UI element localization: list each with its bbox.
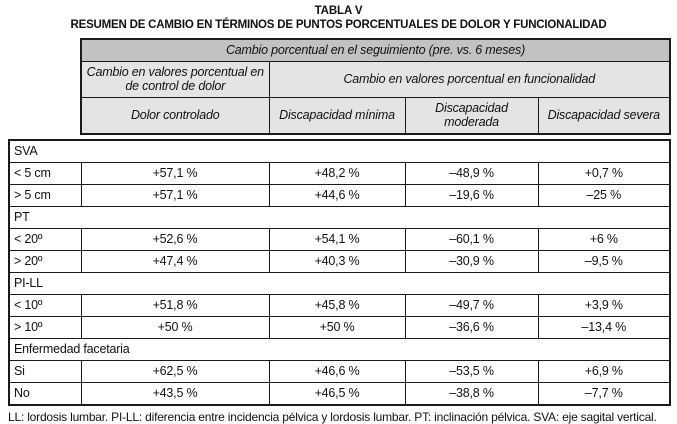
group-header-pain: Cambio en valores porcentual en de contr… <box>80 60 270 98</box>
section-label: SVA <box>8 139 671 163</box>
value-cell: +45,8 % <box>268 293 406 317</box>
row-label: > 10º <box>8 315 82 339</box>
value-cell: +6 % <box>537 227 671 251</box>
group-header-row: Cambio en valores porcentual en de contr… <box>80 60 671 98</box>
column-header-discapacidad-severa: Discapacidad severa <box>537 96 671 135</box>
group-header-function: Cambio en valores porcentual en funciona… <box>268 60 671 98</box>
column-header-dolor-controlado: Dolor controlado <box>80 96 270 135</box>
value-cell: –19,6 % <box>404 183 539 207</box>
value-cell: –36,6 % <box>404 315 539 339</box>
value-cell: –13,4 % <box>537 315 671 339</box>
row-label: < 10º <box>8 293 82 317</box>
table-subtitle: RESUMEN DE CAMBIO EN TÉRMINOS DE PUNTOS … <box>70 19 607 32</box>
value-cell: –48,9 % <box>404 161 539 185</box>
value-cell: +48,2 % <box>268 161 406 185</box>
section-row-pt: PT <box>8 205 671 229</box>
row-label: > 5 cm <box>8 183 82 207</box>
row-label: > 20º <box>8 249 82 273</box>
table-number-title: TABLA V <box>314 5 363 17</box>
column-header-table: Cambio porcentual en el seguimiento (pre… <box>80 37 672 135</box>
section-row-pi-ll: PI-LL <box>8 271 671 295</box>
value-cell: +3,9 % <box>537 293 671 317</box>
section-label: Enfermedad facetaria <box>8 337 671 361</box>
value-cell: +50 % <box>80 315 270 339</box>
value-cell: +40,3 % <box>268 249 406 273</box>
value-cell: –53,5 % <box>404 359 539 383</box>
row-label: Si <box>8 359 82 383</box>
section-row-enfermedad-facetaria: Enfermedad facetaria <box>8 337 671 361</box>
value-cell: –30,9 % <box>404 249 539 273</box>
value-cell: –60,1 % <box>404 227 539 251</box>
value-cell: +0,7 % <box>537 161 671 185</box>
table-row: < 10º +51,8 % +45,8 % –49,7 % +3,9 % <box>8 293 671 317</box>
value-cell: –9,5 % <box>537 249 671 273</box>
column-header-discapacidad-minima: Discapacidad mínima <box>268 96 406 135</box>
value-cell: +47,4 % <box>80 249 270 273</box>
row-label: No <box>8 381 82 406</box>
value-cell: +50 % <box>268 315 406 339</box>
banner-row: Cambio porcentual en el seguimiento (pre… <box>80 38 671 62</box>
table-row: No +43,5 % +46,5 % –38,8 % –7,7 % <box>8 381 671 406</box>
banner-header: Cambio porcentual en el seguimiento (pre… <box>80 38 671 62</box>
data-table: SVA < 5 cm +57,1 % +48,2 % –48,9 % +0,7 … <box>8 138 672 406</box>
value-cell: –25 % <box>537 183 671 207</box>
value-cell: +43,5 % <box>80 381 270 406</box>
table-row: > 20º +47,4 % +40,3 % –30,9 % –9,5 % <box>8 249 671 273</box>
value-cell: +54,1 % <box>268 227 406 251</box>
value-cell: –7,7 % <box>537 381 671 406</box>
value-cell: –49,7 % <box>404 293 539 317</box>
row-label: < 20º <box>8 227 82 251</box>
section-row-sva: SVA <box>8 139 671 163</box>
row-label: < 5 cm <box>8 161 82 185</box>
table-row: < 20º +52,6 % +54,1 % –60,1 % +6 % <box>8 227 671 251</box>
value-cell: +62,5 % <box>80 359 270 383</box>
value-cell: +51,8 % <box>80 293 270 317</box>
value-cell: +57,1 % <box>80 161 270 185</box>
value-cell: –38,8 % <box>404 381 539 406</box>
table-row: < 5 cm +57,1 % +48,2 % –48,9 % +0,7 % <box>8 161 671 185</box>
value-cell: +46,5 % <box>268 381 406 406</box>
value-cell: +46,6 % <box>268 359 406 383</box>
section-label: PI-LL <box>8 271 671 295</box>
value-cell: +52,6 % <box>80 227 270 251</box>
value-cell: +57,1 % <box>80 183 270 207</box>
value-cell: +44,6 % <box>268 183 406 207</box>
table-row: > 10º +50 % +50 % –36,6 % –13,4 % <box>8 315 671 339</box>
section-label: PT <box>8 205 671 229</box>
table-footnote: LL: lordosis lumbar. PI-LL: diferencia e… <box>8 409 657 424</box>
table-row: Si +62,5 % +46,6 % –53,5 % +6,9 % <box>8 359 671 383</box>
value-cell: +6,9 % <box>537 359 671 383</box>
table-titles: TABLA V RESUMEN DE CAMBIO EN TÉRMINOS DE… <box>8 4 669 33</box>
column-header-row: Dolor controlado Discapacidad mínima Dis… <box>80 96 671 135</box>
column-header-discapacidad-moderada: Discapacidad moderada <box>404 96 539 135</box>
table-row: > 5 cm +57,1 % +44,6 % –19,6 % –25 % <box>8 183 671 207</box>
